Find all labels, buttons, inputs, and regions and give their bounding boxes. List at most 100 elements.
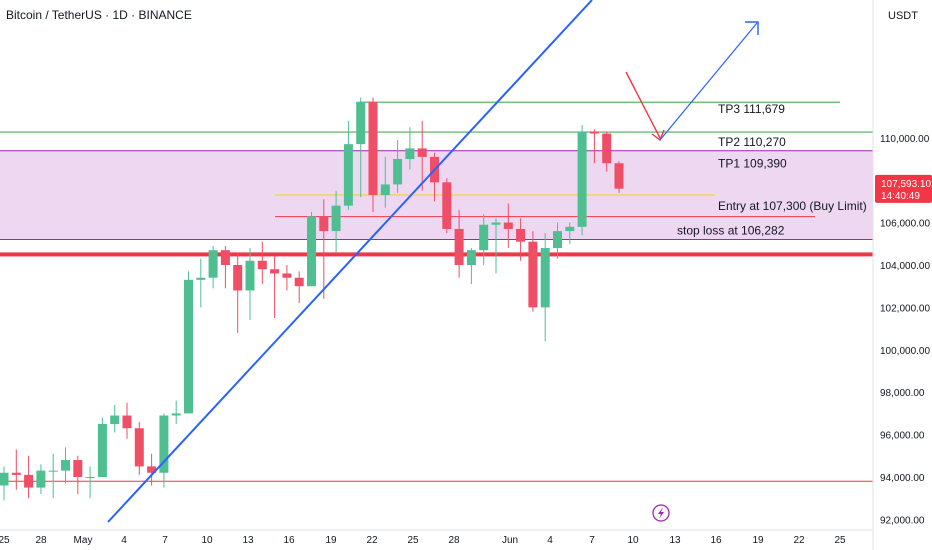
candle-body-down xyxy=(220,250,230,265)
time-tick-label: 13 xyxy=(242,535,254,546)
symbol-title[interactable]: Bitcoin / TetherUS · 1D · BINANCE xyxy=(6,8,192,22)
time-tick-label: Jun xyxy=(502,535,518,546)
lightning-glyph-icon xyxy=(658,507,664,519)
candle-body-up xyxy=(393,159,403,185)
price-tick-label: 102,000.00 xyxy=(880,303,930,314)
candle-body-down xyxy=(614,163,624,189)
price-tick-label: 98,000.00 xyxy=(880,388,925,399)
price-tick-label: 92,000.00 xyxy=(880,515,925,526)
countdown-value: 14:40:49 xyxy=(881,191,920,202)
candle-body-up xyxy=(343,144,353,206)
price-tick-label: 104,000.00 xyxy=(880,261,930,272)
candle-body-down xyxy=(368,101,378,196)
drop-arrow-line xyxy=(625,71,661,139)
current-price-tag xyxy=(875,174,932,203)
candle-body-down xyxy=(602,133,612,164)
price-tick-label: 106,000.00 xyxy=(880,219,930,230)
candle-body-down xyxy=(319,216,329,232)
candle-body-up xyxy=(307,216,316,287)
time-tick-label: 16 xyxy=(283,535,295,546)
candle-body-up xyxy=(491,222,501,225)
candle-body-down xyxy=(282,273,292,278)
time-tick-label: 4 xyxy=(121,535,127,546)
candle-body-down xyxy=(233,265,243,291)
stop-loss-label: stop loss at 106,282 xyxy=(677,224,785,238)
candle-body-up xyxy=(0,472,9,486)
time-tick-label: 10 xyxy=(627,535,639,546)
candle-body-up xyxy=(171,413,181,416)
current-price-value: 107,593.10 xyxy=(881,179,931,190)
time-tick-label: 7 xyxy=(589,535,595,546)
entry-label: Entry at 107,300 (Buy Limit) xyxy=(718,199,867,213)
target-arrow-line xyxy=(659,22,758,141)
candle-body-down xyxy=(270,269,280,274)
candle-body-up xyxy=(36,470,46,488)
candle-body-up xyxy=(356,101,366,145)
price-tick-label: 110,000.00 xyxy=(880,134,930,145)
price-tick-label: 100,000.00 xyxy=(880,346,930,357)
candle-body-up xyxy=(405,148,415,159)
time-tick-label: 4 xyxy=(547,535,553,546)
time-tick-label: 7 xyxy=(162,535,168,546)
candle-body-down xyxy=(516,228,526,242)
candle-body-down xyxy=(73,460,83,477)
tp3-label: TP3 111,679 xyxy=(718,102,785,116)
time-tick-label: 10 xyxy=(201,535,213,546)
price-axis-panel xyxy=(873,0,932,550)
time-tick-label: 22 xyxy=(793,535,805,546)
candle-body-up xyxy=(245,260,255,291)
time-tick-label: 25 xyxy=(0,535,10,546)
tp2-label: TP2 110,270 xyxy=(718,135,786,149)
candle-body-up xyxy=(208,250,218,278)
time-tick-label: May xyxy=(74,535,93,546)
candle-body-down xyxy=(503,222,513,229)
tp1-label: TP1 109,390 xyxy=(718,157,787,171)
time-tick-label: 13 xyxy=(669,535,681,546)
candle-body-down xyxy=(454,228,464,265)
time-tick-label: 22 xyxy=(366,535,378,546)
candle-body-down xyxy=(417,148,427,157)
candle-body-up xyxy=(540,248,550,308)
candle-body-up xyxy=(48,470,58,472)
candle-body-down xyxy=(24,474,34,488)
candle-body-up xyxy=(110,415,120,424)
candle-body-up xyxy=(196,277,206,280)
candle-body-down xyxy=(257,260,267,270)
candle-body-up xyxy=(97,424,107,477)
time-tick-label: 19 xyxy=(325,535,337,546)
candle-body-down xyxy=(134,428,144,467)
time-tick-label: 25 xyxy=(407,535,419,546)
candle-body-up xyxy=(380,184,390,196)
candle-body-down xyxy=(528,241,538,308)
candle-body-up xyxy=(331,205,341,232)
candle-body-down xyxy=(147,466,157,473)
currency-label[interactable]: USDT xyxy=(888,10,918,22)
price-tick-label: 96,000.00 xyxy=(880,431,925,442)
time-tick-label: 25 xyxy=(834,535,846,546)
trend-line xyxy=(107,0,593,523)
target-arrow-head xyxy=(745,21,759,35)
candle-body-up xyxy=(85,477,95,478)
candle-body-up xyxy=(61,460,70,471)
price-tick-label: 94,000.00 xyxy=(880,473,925,484)
candle-body-up xyxy=(466,250,476,265)
candle-body-up xyxy=(565,226,575,232)
support-line xyxy=(0,252,873,257)
candle-body-down xyxy=(589,131,599,134)
candle-body-up xyxy=(577,131,587,227)
time-tick-label: 16 xyxy=(710,535,722,546)
candle-body-up xyxy=(184,279,193,414)
time-tick-label: 19 xyxy=(752,535,764,546)
candle-body-up xyxy=(159,415,169,473)
candle-body-down xyxy=(122,415,132,429)
candle-body-up xyxy=(553,231,562,249)
candle-body-down xyxy=(294,277,304,287)
time-tick-label: 28 xyxy=(448,535,460,546)
candle-body-down xyxy=(11,472,21,475)
candle-body-down xyxy=(442,182,452,229)
candle-body-up xyxy=(479,224,489,251)
time-tick-label: 28 xyxy=(35,535,47,546)
